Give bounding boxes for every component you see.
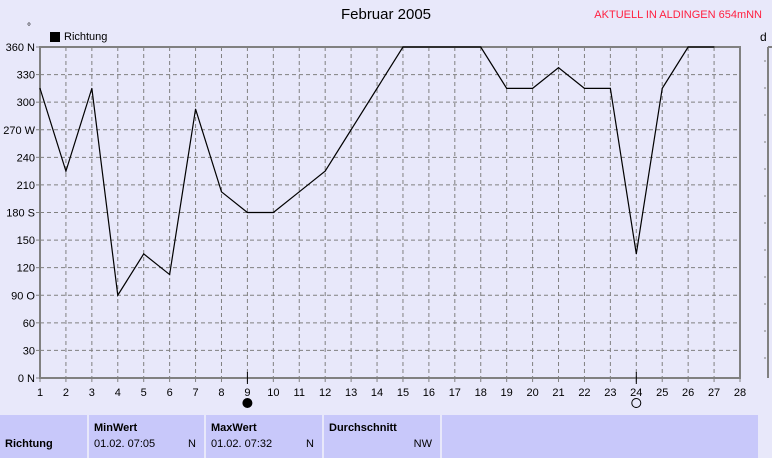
- legend: Richtung: [50, 31, 107, 43]
- y-tick-label: 300: [17, 97, 35, 109]
- data-point: [532, 87, 534, 89]
- data-point: [324, 170, 326, 172]
- y-tick-label: 0 N: [18, 373, 35, 385]
- y-tick-label: 90 O: [11, 290, 35, 302]
- x-tick-label: 25: [656, 387, 668, 399]
- legend-swatch: [50, 32, 60, 42]
- data-point: [65, 170, 67, 172]
- max-cell: MaxWert 01.02. 07:32 N: [206, 415, 322, 458]
- y-tick-label: 120: [17, 263, 35, 275]
- row-label-cell: Richtung: [0, 415, 87, 458]
- max-header: MaxWert: [211, 422, 257, 434]
- x-tick-label: 5: [141, 387, 147, 399]
- x-tick-label: 28: [734, 387, 746, 399]
- data-point: [506, 87, 508, 89]
- data-point: [220, 191, 222, 193]
- min-header: MinWert: [94, 422, 138, 434]
- data-point: [558, 67, 560, 69]
- avg-header: Durchschnitt: [329, 422, 397, 434]
- x-tick-label: 18: [475, 387, 487, 399]
- data-point: [376, 87, 378, 89]
- data-point: [272, 212, 274, 213]
- data-point: [350, 129, 352, 131]
- x-tick-label: 3: [89, 387, 95, 399]
- data-point: [195, 108, 197, 110]
- y-tick-label: 150: [17, 235, 35, 247]
- x-tick-label: 7: [192, 387, 198, 399]
- data-point: [454, 46, 456, 48]
- data-point: [91, 87, 93, 89]
- x-tick-label: 19: [501, 387, 513, 399]
- data-point: [687, 46, 689, 48]
- x-tick-label: 16: [423, 387, 435, 399]
- data-point: [402, 46, 404, 48]
- chart-title: Februar 2005: [340, 6, 432, 23]
- y-tick-label: 330: [17, 70, 35, 82]
- y-tick-label: 180 S: [6, 208, 35, 220]
- stats-table: Richtung MinWert 01.02. 07:05 N MaxWert 01.…: [0, 415, 772, 458]
- x-tick-label: 22: [578, 387, 590, 399]
- x-tick-label: 10: [267, 387, 279, 399]
- chart-svg: 1 2 3 4 5 6 7 8 9 10 11 12 13 14 15 16 17 18 19 20 21 22 23 24 2…: [3, 42, 772, 408]
- row-label: Richtung: [5, 438, 53, 450]
- data-point: [428, 46, 430, 48]
- new-moon-icon: [242, 398, 253, 408]
- y-tick-label: 360 N: [6, 42, 35, 54]
- min-value: N: [188, 438, 196, 450]
- x-tick-label: 20: [526, 387, 538, 399]
- min-cell: MinWert 01.02. 07:05 N: [89, 415, 204, 458]
- x-tick-label: 1: [37, 387, 43, 399]
- y-tick-label: 270 W: [3, 125, 35, 137]
- data-point: [169, 274, 171, 276]
- x-tick-label: 6: [167, 387, 173, 399]
- avg-value: NW: [413, 438, 432, 450]
- data-point: [39, 87, 41, 89]
- data-point: [635, 253, 637, 255]
- data-point: [480, 46, 482, 48]
- max-value: N: [306, 438, 314, 450]
- y-tick-label: 210: [17, 180, 35, 192]
- x-tick-label: 21: [552, 387, 564, 399]
- y-tick-label: 30: [23, 345, 35, 357]
- data-point: [583, 87, 585, 89]
- x-tick-label: 9: [244, 387, 250, 399]
- y-tick-label: 240: [17, 152, 35, 164]
- data-point: [298, 191, 300, 193]
- empty-cell: [442, 415, 758, 458]
- x-tick-label: 23: [604, 387, 616, 399]
- x-tick-label: 17: [449, 387, 461, 399]
- x-tick-label: 12: [319, 387, 331, 399]
- x-tick-label: 11: [294, 387, 305, 399]
- x-tick-label: 13: [345, 387, 357, 399]
- data-point: [609, 87, 611, 89]
- data-point: [713, 46, 715, 48]
- station-label: AKTUELL IN ALDINGEN 654mNN: [594, 9, 762, 21]
- data-point: [117, 294, 119, 296]
- x-tick-label: 14: [371, 387, 383, 399]
- plot-frame: [39, 46, 741, 379]
- y-tick-label: 60: [23, 318, 35, 330]
- x-tick-label: 27: [708, 387, 720, 399]
- right-axis-label: d: [760, 30, 767, 44]
- full-moon-icon: [631, 398, 642, 408]
- data-point: [143, 253, 145, 255]
- x-tick-label: 8: [218, 387, 224, 399]
- x-tick-label: 2: [63, 387, 69, 399]
- x-tick-label: 15: [397, 387, 409, 399]
- avg-cell: Durchschnitt NW: [324, 415, 440, 458]
- x-tick-label: 4: [115, 387, 121, 399]
- data-point: [246, 212, 248, 213]
- x-tick-label: 24: [630, 387, 642, 399]
- min-time: 01.02. 07:05: [94, 438, 156, 450]
- x-tick-label: 26: [682, 387, 694, 399]
- unit-label: °: [27, 22, 31, 33]
- legend-label: Richtung: [64, 31, 108, 43]
- max-time: 01.02. 07:32: [211, 438, 273, 450]
- data-point: [661, 87, 663, 89]
